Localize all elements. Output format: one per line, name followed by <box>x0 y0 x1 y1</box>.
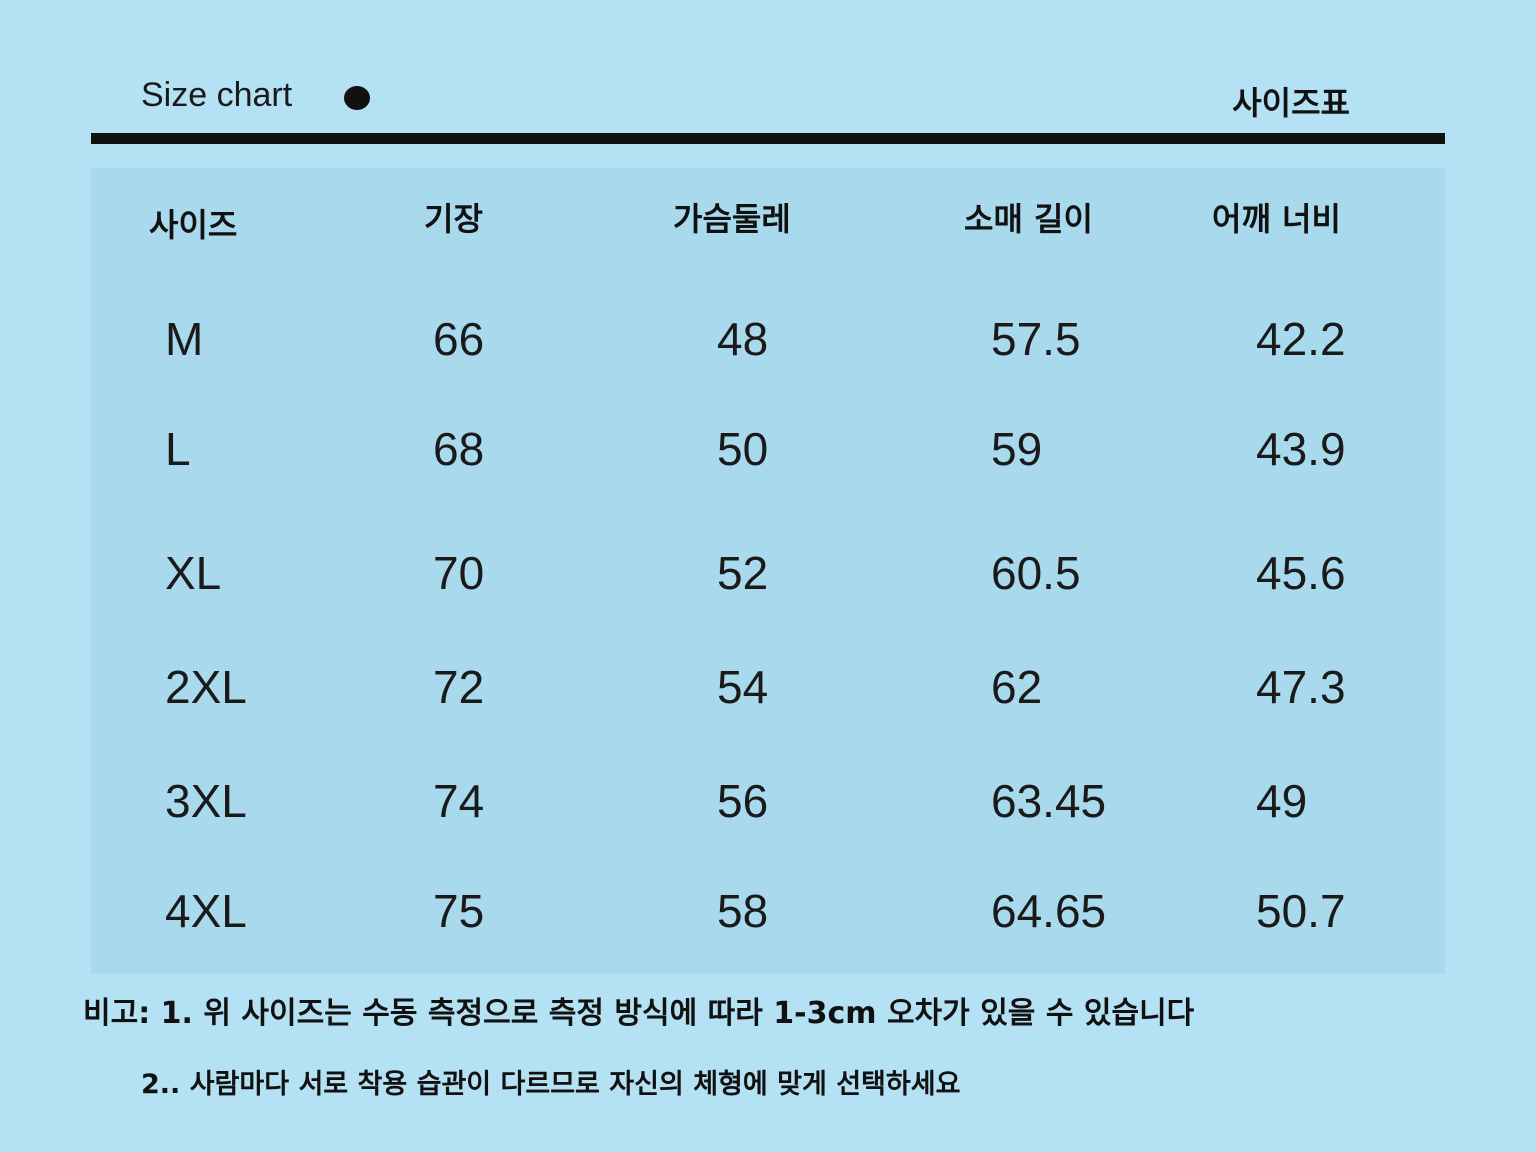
table-cell: 68 <box>433 423 485 475</box>
table-cell: 58 <box>717 885 769 937</box>
table-cell: 64.65 <box>991 885 1107 937</box>
table-cell: 49 <box>1256 775 1308 827</box>
size-label: 4XL <box>165 885 247 937</box>
table-cell: 50 <box>717 423 769 475</box>
column-header: 어깨 너비 <box>1212 200 1341 238</box>
note-1: 비고: 1. 위 사이즈는 수동 측정으로 측정 방식에 따라 1-3cm 오차… <box>83 996 1195 1031</box>
table-cell: 42.2 <box>1256 313 1346 365</box>
size-label: XL <box>165 547 222 599</box>
note-2: 2.. 사람마다 서로 착용 습관이 다르므로 자신의 체형에 맞게 선택하세요 <box>141 1069 961 1100</box>
table-cell: 52 <box>717 547 769 599</box>
header-divider <box>91 133 1445 144</box>
size-table: 사이즈 기장 가슴둘레 소매 길이 어깨 너비 M 66 48 57.5 42.2 L 68 50 59 4… <box>91 168 1445 974</box>
column-header: 소매 길이 <box>964 200 1093 238</box>
table-cell: 66 <box>433 313 485 365</box>
table-cell: 47.3 <box>1256 661 1346 713</box>
table-cell: 56 <box>717 775 769 827</box>
size-label: M <box>165 313 204 365</box>
table-cell: 74 <box>433 775 485 827</box>
table-cell: 63.45 <box>991 775 1107 827</box>
table-cell: 60.5 <box>991 547 1081 599</box>
table-cell: 57.5 <box>991 313 1081 365</box>
size-label: L <box>165 423 191 475</box>
table-cell: 43.9 <box>1256 423 1346 475</box>
size-label: 3XL <box>165 775 247 827</box>
column-header: 기장 <box>424 200 483 238</box>
bullet-dot-icon <box>344 86 370 110</box>
table-cell: 59 <box>991 423 1043 475</box>
size-chart-title: Size chart <box>141 76 293 114</box>
column-header: 가슴둘레 <box>673 200 791 238</box>
table-cell: 45.6 <box>1256 547 1346 599</box>
table-cell: 50.7 <box>1256 885 1346 937</box>
table-cell: 48 <box>717 313 769 365</box>
table-cell: 62 <box>991 661 1043 713</box>
column-header: 사이즈 <box>149 206 238 244</box>
size-chart-title-korean: 사이즈표 <box>1232 84 1350 122</box>
table-cell: 75 <box>433 885 485 937</box>
table-cell: 54 <box>717 661 769 713</box>
table-cell: 70 <box>433 547 485 599</box>
table-cell: 72 <box>433 661 485 713</box>
size-label: 2XL <box>165 661 247 713</box>
